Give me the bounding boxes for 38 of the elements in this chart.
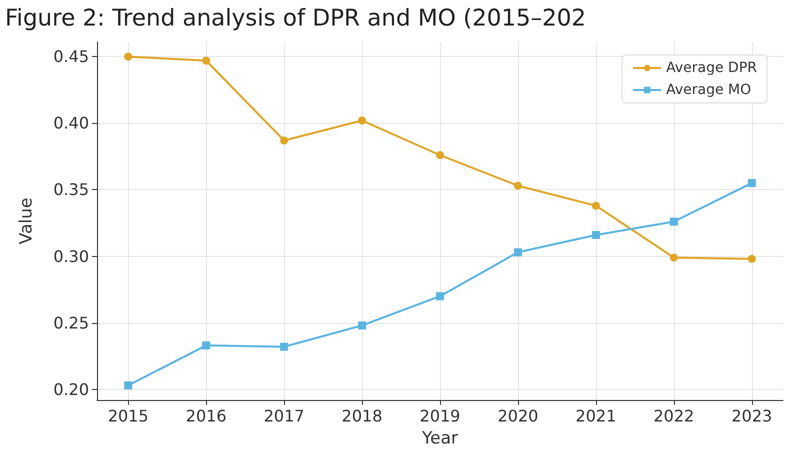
x-tick-label: 2016	[186, 406, 226, 426]
x-tick-label: 2018	[342, 406, 382, 426]
point	[124, 381, 132, 390]
point	[514, 182, 522, 190]
point	[592, 230, 600, 239]
x-tick-label: 2020	[498, 406, 538, 426]
point	[202, 56, 210, 65]
y-tick-label: 0.35	[53, 180, 89, 200]
point	[358, 321, 366, 330]
chart-title: Figure 2: Trend analysis of DPR and MO (2015–202	[5, 6, 586, 32]
y-tick-label: 0.25	[53, 313, 89, 332]
point	[280, 136, 288, 144]
point	[748, 179, 756, 188]
point	[514, 248, 522, 256]
legend-label: Average DPR	[666, 60, 758, 76]
y-tick-label: 0.30	[53, 246, 89, 266]
y-tick-label: 0.45	[53, 47, 89, 66]
point	[436, 151, 444, 160]
point	[748, 254, 756, 263]
point	[670, 218, 678, 226]
legend-label: Average MO	[666, 82, 752, 98]
y-tick-label: 0.20	[53, 380, 89, 399]
point	[280, 342, 288, 351]
point	[202, 341, 210, 350]
point	[358, 116, 366, 125]
point	[670, 254, 678, 262]
x-tick-label: 2015	[108, 406, 149, 426]
x-tick-label: 2023	[731, 406, 772, 426]
x-tick-label: 2019	[420, 406, 460, 426]
y-tick-label: 0.40	[53, 114, 89, 133]
x-axis-title: Year	[421, 428, 458, 448]
point	[592, 202, 600, 210]
x-tick-label: 2021	[576, 406, 616, 426]
x-tick-label: 2022	[654, 406, 694, 426]
y-axis-title: Value	[16, 198, 36, 244]
point	[436, 292, 444, 300]
point	[124, 52, 132, 61]
x-tick-label: 2017	[264, 406, 304, 426]
